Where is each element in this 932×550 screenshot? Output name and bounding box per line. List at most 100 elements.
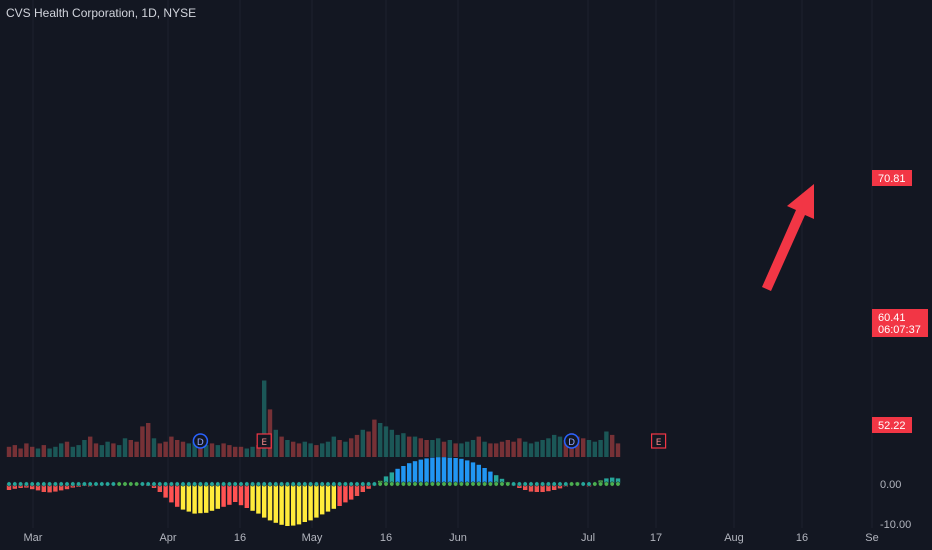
oscillator-dot <box>12 481 18 487</box>
oscillator-dot <box>551 481 557 487</box>
oscillator-bar <box>308 484 313 521</box>
countdown-text: 06:07:37 <box>878 324 921 336</box>
oscillator-dot <box>598 481 604 487</box>
oscillator-dot <box>110 481 116 487</box>
oscillator-bar <box>47 484 52 493</box>
oscillator-dot <box>197 481 203 487</box>
oscillator-dot <box>441 481 447 487</box>
oscillator-bar <box>523 484 528 490</box>
volume-bar <box>459 443 464 457</box>
oscillator-bar <box>389 472 394 484</box>
volume-bar <box>366 431 371 457</box>
volume-bar <box>552 434 557 457</box>
oscillator-bar <box>430 457 435 484</box>
oscillator-dot <box>592 481 598 487</box>
volume-bar <box>122 438 128 457</box>
volume-bar <box>476 436 481 457</box>
resistance-tag <box>872 170 912 186</box>
volume-bar <box>291 441 296 457</box>
oscillator-bar <box>279 484 284 525</box>
oscillator-bar <box>233 484 238 502</box>
volume-bar <box>557 436 563 457</box>
oscillator-bar <box>273 484 278 523</box>
drawings <box>762 184 814 291</box>
volume-bar <box>76 445 81 457</box>
oscillator-dot <box>511 481 517 487</box>
oscillator-dot <box>412 481 418 487</box>
oscillator-dot <box>284 481 290 487</box>
oscillator-dot <box>464 481 470 487</box>
oscillator-bar <box>169 484 174 503</box>
time-axis[interactable]: Mar Apr 16 May 16 Jun Jul 17 Aug 16 Se <box>24 532 879 544</box>
oscillator-dot <box>371 481 377 487</box>
oscillator-bar <box>465 460 470 484</box>
oscillator-bar <box>331 484 336 509</box>
oscillator-bar <box>337 484 342 506</box>
volume-bar <box>175 440 180 457</box>
oscillator-dot <box>557 481 563 487</box>
oscillator-dot <box>487 481 493 487</box>
last-price-tag <box>872 309 928 337</box>
volume-bar <box>383 426 389 457</box>
oscillator-dot <box>261 481 267 487</box>
oscillator-bar <box>476 464 481 484</box>
oscillator-bar <box>198 484 203 514</box>
oscillator-dot <box>319 481 325 487</box>
oscillator-dot <box>232 481 238 487</box>
volume-bar <box>534 441 539 457</box>
event-label: E <box>261 438 267 448</box>
last-price-text: 60.41 <box>878 312 906 324</box>
x-tick-label: Aug <box>724 532 744 544</box>
oscillator-dot <box>215 481 221 487</box>
oscillator-dot <box>209 481 215 487</box>
oscillator-bar <box>53 484 58 492</box>
volume-bar <box>407 436 412 457</box>
oscillator-dot <box>81 481 87 487</box>
volume-bar <box>140 426 145 457</box>
oscillator-dot <box>238 481 244 487</box>
oscillator-dot <box>342 481 348 487</box>
oscillator-dot <box>383 481 389 487</box>
volume-bar <box>221 443 226 457</box>
oscillator-bar <box>238 484 244 506</box>
volume-bar <box>354 434 360 457</box>
volume-bar <box>279 436 284 457</box>
volume-bar <box>412 436 418 457</box>
oscillator-dot <box>603 481 609 487</box>
volume-bar <box>35 448 41 457</box>
volume-bar <box>99 445 104 457</box>
oscillator-dot <box>70 481 76 487</box>
oscillator-dot <box>279 481 285 487</box>
volume-bar <box>308 443 313 457</box>
volume-bar <box>163 441 168 457</box>
volume-bar <box>331 436 336 457</box>
oscillator-dot <box>250 481 256 487</box>
volume-bar <box>24 443 29 457</box>
oscillator-bar <box>499 478 505 484</box>
volume-bar <box>424 440 429 457</box>
oscillator-bar <box>291 484 296 526</box>
volume-bar <box>441 441 447 457</box>
oscillator-bar <box>175 484 180 507</box>
oscillator-bar <box>204 484 209 513</box>
oscillator-dot <box>458 481 464 487</box>
oscillator-panel <box>6 457 621 526</box>
oscillator-dot <box>302 481 308 487</box>
oscillator-bar <box>325 484 331 512</box>
oscillator-dot <box>406 481 412 487</box>
volume-bar <box>389 429 394 457</box>
oscillator-bar <box>441 457 447 484</box>
oscillator-bar <box>250 484 255 511</box>
price-axis[interactable]: 82.5080.0077.5075.0072.5070.0067.5065.00… <box>880 0 911 531</box>
volume-bar <box>296 443 302 457</box>
oscillator-dot <box>6 481 12 487</box>
oscillator-dot <box>163 481 169 487</box>
oscillator-bar <box>412 461 418 484</box>
volume-bar <box>18 448 23 457</box>
earnings-marker <box>650 433 667 449</box>
volume-bar <box>105 441 110 457</box>
volume-bar <box>343 441 348 457</box>
volume-bar <box>523 441 528 457</box>
volume-bar <box>447 440 452 457</box>
